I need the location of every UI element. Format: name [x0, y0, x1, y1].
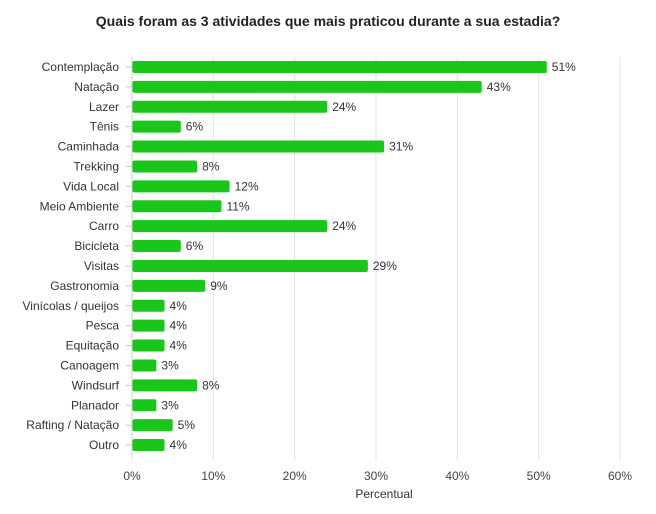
bar: [132, 140, 385, 153]
category-label: Visitas: [84, 259, 119, 273]
category-label: Carro: [89, 219, 119, 233]
category-label: Gastronomia: [50, 279, 119, 293]
bar: [132, 259, 368, 272]
category-label: Pesca: [86, 319, 120, 333]
category-label: Rafting / Natação: [26, 418, 119, 432]
data-label: 6%: [186, 239, 204, 253]
bar: [132, 160, 198, 173]
data-label: 24%: [332, 100, 356, 114]
bar: [132, 359, 157, 372]
bar: [132, 220, 328, 233]
x-tick-label: 20%: [283, 469, 307, 483]
category-label: Bicicleta: [74, 239, 119, 253]
category-label: Contemplação: [42, 60, 120, 74]
data-label: 3%: [161, 398, 179, 412]
bar: [132, 80, 482, 93]
category-label: Vida Local: [63, 179, 119, 193]
bar: [132, 180, 230, 193]
data-label: 8%: [202, 378, 220, 392]
data-label: 24%: [332, 219, 356, 233]
category-label: Lazer: [89, 100, 119, 114]
x-tick-label: 10%: [201, 469, 225, 483]
chart-title: Quais foram as 3 atividades que mais pra…: [95, 13, 561, 29]
bar: [132, 439, 165, 452]
bar: [132, 399, 157, 412]
category-label: Planador: [71, 398, 119, 412]
category-label: Windsurf: [72, 378, 120, 392]
data-label: 4%: [170, 299, 188, 313]
category-label: Trekking: [73, 159, 119, 173]
data-label: 51%: [552, 60, 576, 74]
data-label: 11%: [226, 199, 249, 213]
x-tick-label: 0%: [123, 469, 141, 483]
data-label: 12%: [235, 179, 259, 193]
x-tick-label: 30%: [364, 469, 388, 483]
bar: [132, 339, 165, 352]
category-label: Equitação: [66, 339, 120, 353]
data-label: 43%: [487, 80, 511, 94]
data-label: 4%: [170, 438, 188, 452]
data-label: 6%: [186, 120, 204, 134]
data-label: 5%: [178, 418, 196, 432]
data-label: 4%: [170, 319, 188, 333]
x-tick-label: 40%: [445, 469, 469, 483]
bar: [132, 279, 206, 292]
x-tick-label: 50%: [527, 469, 551, 483]
data-label: 4%: [170, 339, 188, 353]
data-label: 31%: [389, 140, 413, 154]
category-label: Vinícolas / queijos: [22, 299, 119, 313]
category-label: Natação: [74, 80, 119, 94]
bar: [132, 419, 173, 432]
x-axis-title: Percentual: [355, 487, 412, 501]
data-label: 3%: [161, 358, 179, 372]
bar: [132, 120, 181, 133]
data-label: 9%: [210, 279, 228, 293]
bar: [132, 319, 165, 332]
data-label: 8%: [202, 159, 220, 173]
category-label: Tênis: [90, 120, 119, 134]
bar: [132, 100, 328, 113]
bar: [132, 379, 198, 392]
bar: [132, 60, 547, 73]
category-label: Outro: [89, 438, 119, 452]
category-label: Canoagem: [60, 358, 119, 372]
bar: [132, 200, 222, 213]
bar: [132, 240, 181, 253]
category-label: Meio Ambiente: [40, 199, 120, 213]
category-label: Caminhada: [58, 140, 120, 154]
data-label: 29%: [373, 259, 397, 273]
bar: [132, 299, 165, 312]
x-tick-label: 60%: [608, 469, 632, 483]
